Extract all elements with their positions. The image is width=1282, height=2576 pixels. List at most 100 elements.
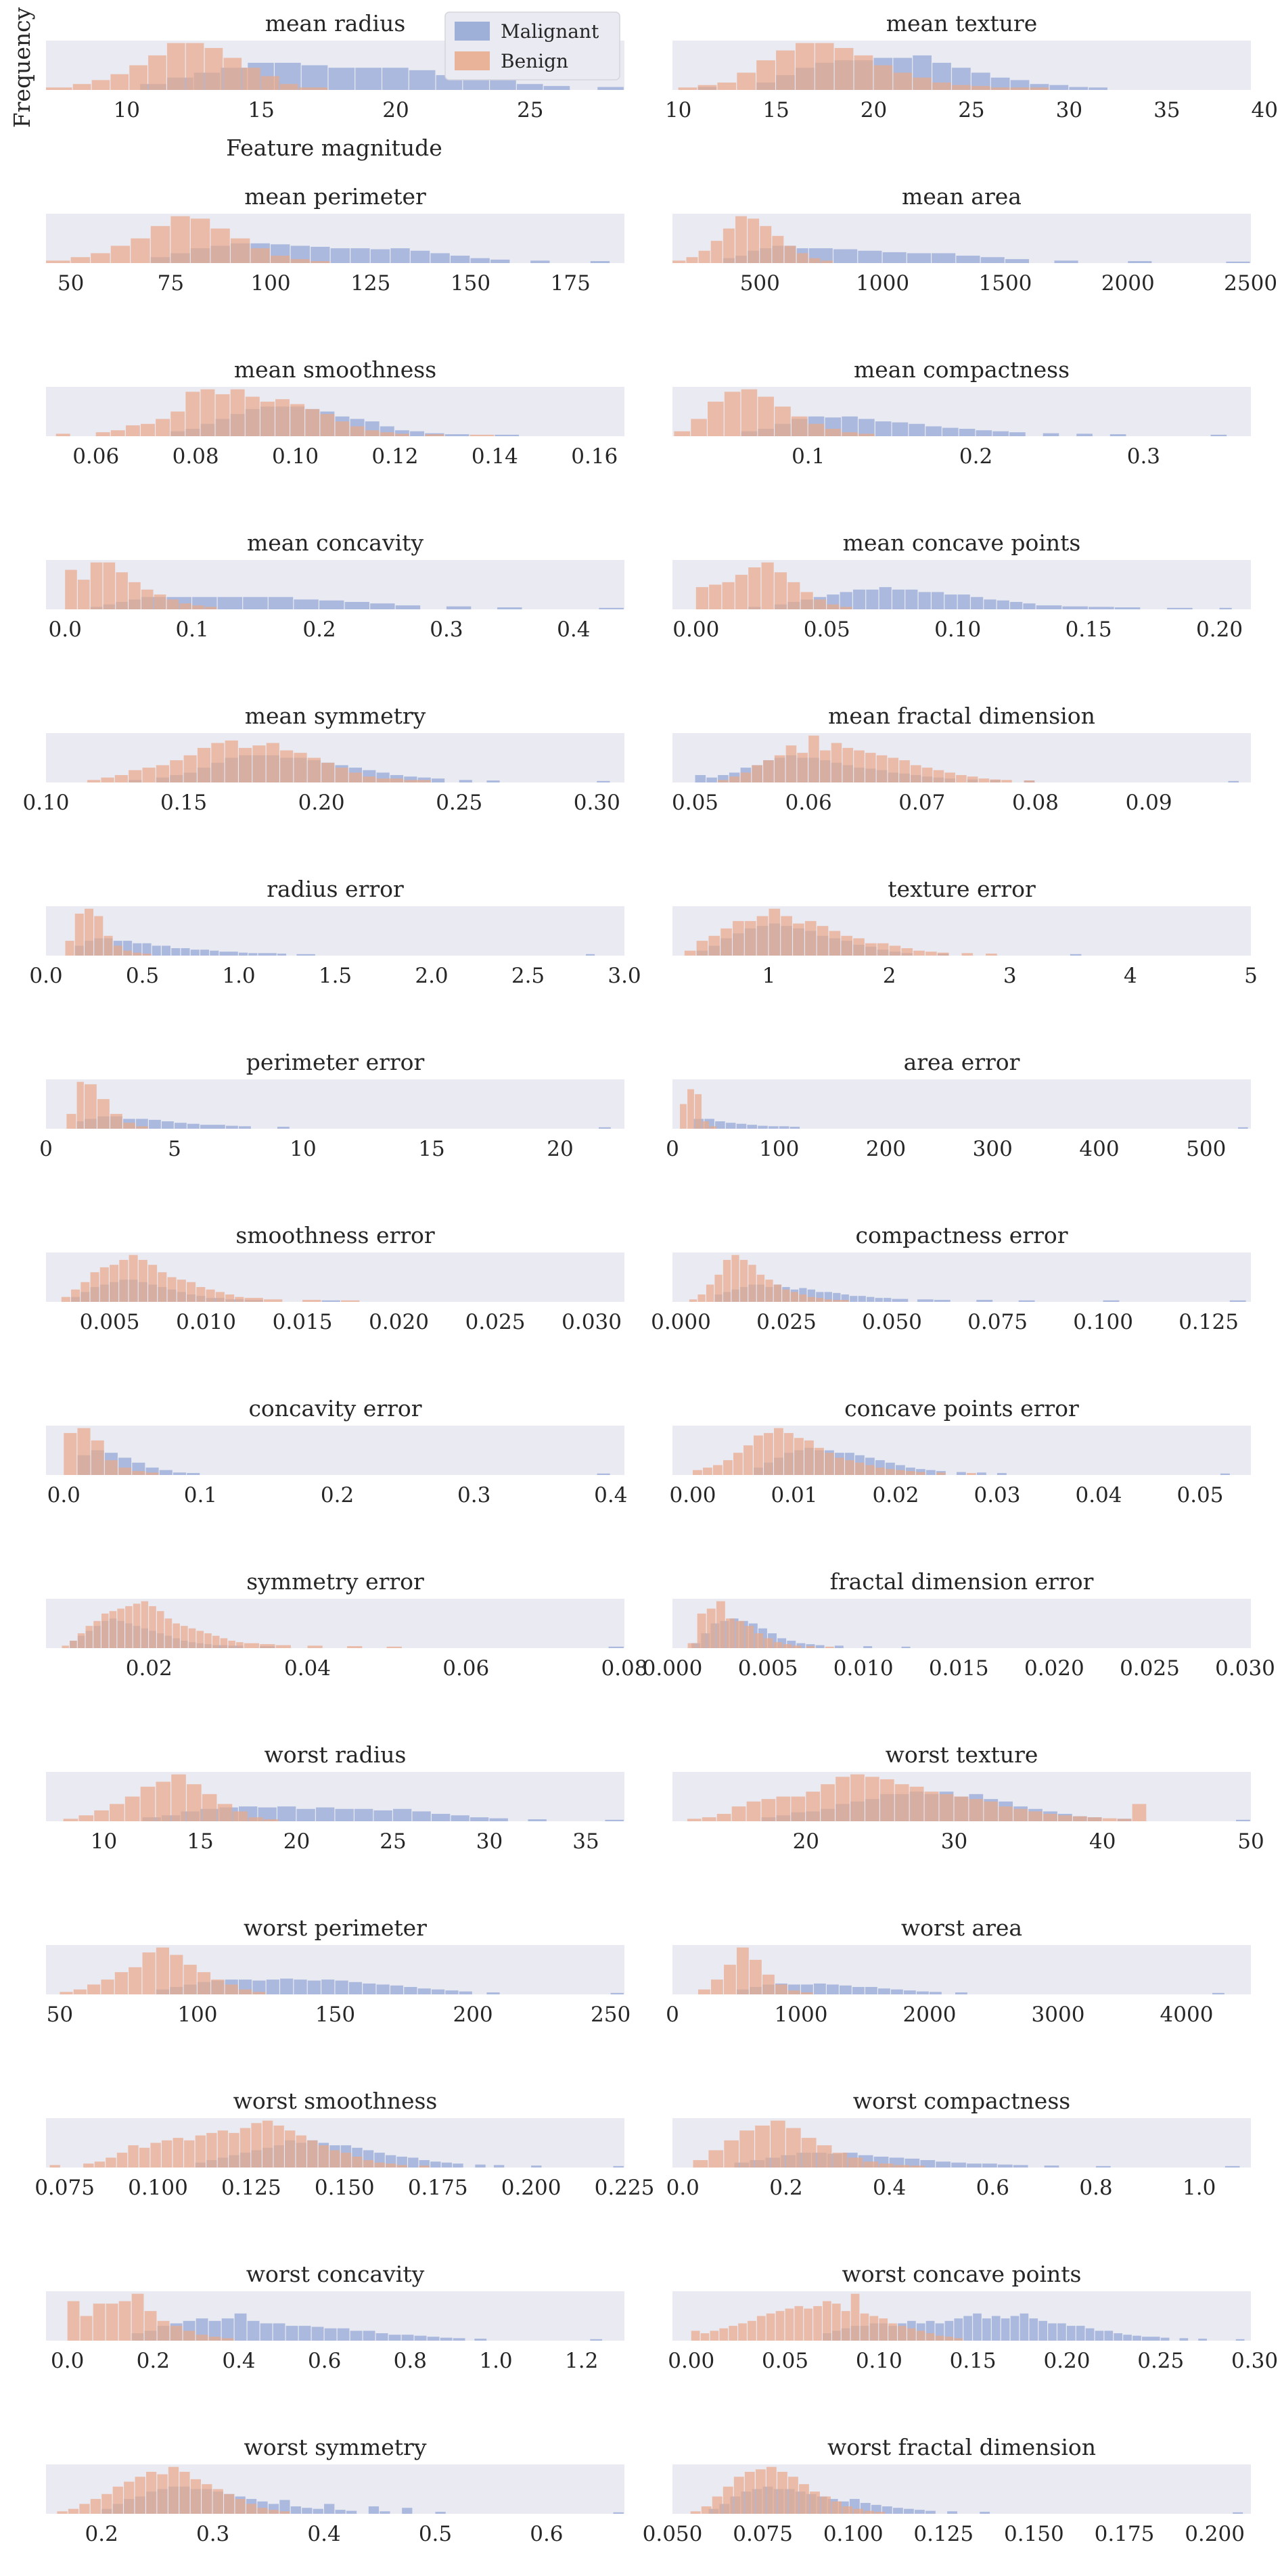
malignant-bar (936, 2161, 951, 2168)
benign-bar (67, 2301, 80, 2341)
malignant-bar (239, 952, 248, 956)
malignant-bar (228, 1645, 244, 1648)
panel-mean-texture: mean texture 10 15 20 25 30 35 40 (665, 10, 1278, 122)
benign-bar (935, 2335, 944, 2341)
malignant-bar (827, 1984, 839, 1994)
benign-bar (77, 580, 90, 609)
benign-bar (279, 84, 298, 90)
malignant-bar (149, 1119, 161, 1129)
benign-bar (136, 1126, 148, 1129)
benign-bar (1058, 1815, 1072, 1821)
panel-worst-texture: worst texture 20 30 40 50 (672, 1741, 1264, 1854)
malignant-bar (296, 1808, 315, 1821)
tick-label: 0.200 (501, 2176, 562, 2200)
malignant-bar (453, 2163, 463, 2168)
benign-bar (225, 1984, 238, 1994)
malignant-bar (382, 68, 409, 90)
tick-label: 0.06 (785, 791, 832, 815)
malignant-bar (252, 1980, 266, 1994)
malignant-bar (963, 2316, 972, 2341)
tick-label: 0.125 (913, 2522, 974, 2546)
malignant-bar (311, 2326, 324, 2341)
benign-bar (741, 389, 758, 436)
malignant-bar (1066, 2326, 1076, 2341)
malignant-bar (495, 434, 520, 436)
benign-bar (833, 1300, 849, 1302)
benign-bar (244, 1298, 263, 1302)
tick-label: 0.100 (128, 2176, 188, 2200)
malignant-bar (435, 2512, 446, 2514)
benign-bar (404, 780, 431, 782)
benign-bar (687, 1643, 697, 1648)
malignant-bar (302, 2508, 313, 2514)
malignant-bar (1076, 2326, 1085, 2341)
tick-label: 0.20 (1043, 2349, 1090, 2373)
panel-mean-area: mean area 500 1000 1500 2000 2500 (672, 183, 1277, 296)
benign-bar (794, 2305, 804, 2341)
benign-bar (71, 1289, 81, 1302)
benign-bar (804, 920, 817, 956)
malignant-bar (984, 599, 997, 609)
tick-label: 15 (187, 1829, 213, 1854)
benign-bar (729, 2326, 737, 2341)
panel-title: concave points error (844, 1395, 1079, 1422)
benign-bar (74, 913, 84, 956)
benign-bar (380, 432, 394, 436)
benign-bar (125, 425, 140, 436)
malignant-bar (1095, 2331, 1104, 2341)
benign-bar (156, 1947, 170, 1994)
malignant-bar (957, 594, 970, 609)
benign-bar (181, 1626, 188, 1648)
benign-bar (101, 2493, 112, 2514)
benign-bar (708, 2150, 724, 2168)
malignant-bar (430, 253, 450, 263)
benign-bar (419, 2165, 430, 2168)
benign-bar (816, 1298, 824, 1302)
benign-bar (793, 923, 804, 956)
benign-bar (307, 1645, 323, 1648)
benign-bar (785, 745, 797, 782)
benign-bar (145, 1472, 159, 1475)
malignant-bar (350, 248, 370, 263)
panel-title: mean concavity (247, 530, 423, 556)
tick-label: 15 (248, 98, 274, 122)
tick-label: 0.4 (307, 2522, 340, 2546)
panel-title: worst concave points (842, 2261, 1082, 2287)
tick-label: 20 (283, 1829, 310, 1854)
panel-title: radius error (267, 876, 404, 902)
malignant-bar (951, 2162, 966, 2168)
malignant-bar (1179, 2338, 1189, 2341)
benign-bar (70, 257, 90, 263)
malignant-bar (706, 777, 717, 782)
tick-label: 0.075 (967, 1310, 1028, 1334)
benign-bar (813, 2305, 822, 2341)
malignant-bar (206, 1298, 225, 1302)
benign-bar (709, 584, 722, 609)
benign-bar (756, 60, 775, 90)
malignant-bar (852, 1987, 865, 1994)
tick-label: 0.015 (929, 1656, 989, 1681)
benign-bar (869, 2316, 879, 2341)
tick-label: 20 (793, 1829, 819, 1854)
benign-bar (762, 1974, 775, 1994)
malignant-bar (892, 2508, 903, 2514)
malignant-bar (884, 1298, 892, 1302)
malignant-bar (301, 65, 328, 90)
benign-bar (748, 218, 760, 263)
malignant-bar (955, 1992, 967, 1994)
benign-bar (250, 248, 270, 263)
benign-bar (1117, 1819, 1132, 1821)
tick-label: 2000 (1101, 271, 1155, 296)
benign-bar (932, 83, 951, 90)
benign-bar (148, 55, 166, 90)
malignant-bar (260, 2323, 273, 2341)
benign-bar (80, 2316, 93, 2341)
benign-bar (944, 2337, 954, 2341)
benign-bar (913, 950, 925, 956)
tick-label: 0.2 (769, 2176, 802, 2200)
malignant-bar (450, 256, 470, 263)
panel-worst-smoothness: worst smoothness 0.075 0.100 0.125 0.150 0.17… (35, 2088, 654, 2200)
tick-label: 0.025 (465, 1310, 526, 1334)
benign-bar (1024, 780, 1035, 782)
